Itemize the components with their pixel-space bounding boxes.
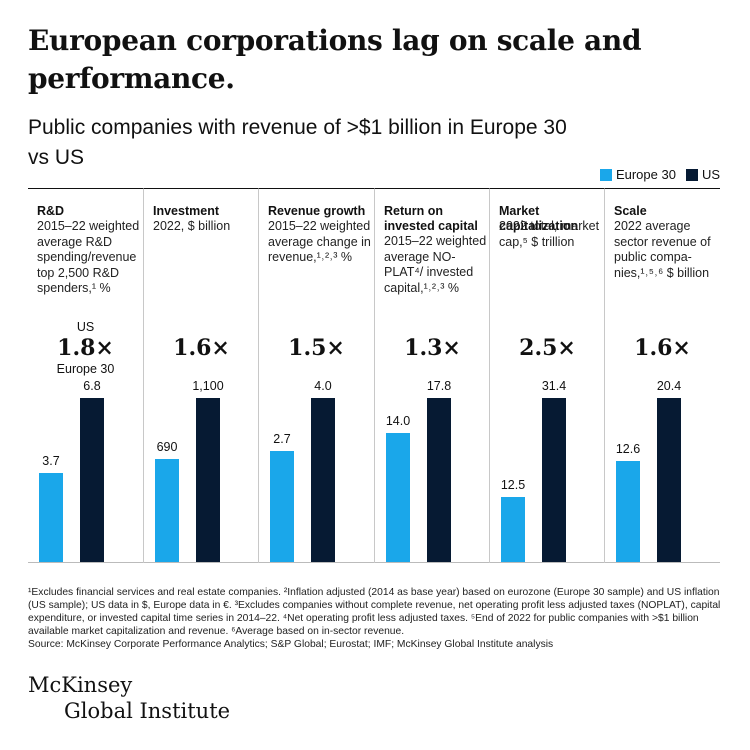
footnotes-text: ¹Excludes financial services and real es… [28, 587, 721, 637]
panel-description: 2015–22 weighted average R&D spending/re… [37, 219, 140, 295]
footnotes: ¹Excludes financial services and real es… [28, 586, 728, 651]
panel-title: Revenue growth [268, 204, 366, 218]
panel-title: Return on invested capital [384, 204, 478, 233]
bar-europe [386, 433, 410, 562]
source-text: Source: McKinsey Corporate Performance A… [28, 639, 554, 650]
baseline [605, 562, 720, 563]
ratio-label: 1.6× [634, 335, 691, 361]
legend-swatch-us [685, 168, 698, 181]
data-label-europe: 12.5 [500, 477, 526, 492]
data-label-europe: 14.0 [385, 414, 411, 428]
ratio-label: 2.5× [519, 335, 576, 361]
legend-label-us: US [701, 167, 720, 182]
headline: European corporations lag on scale and p… [28, 24, 642, 95]
bar-us [657, 398, 681, 562]
ratio-label: 1.8× [57, 335, 114, 361]
bar-us [542, 398, 566, 562]
panel-title: Scale [614, 204, 647, 218]
bar-europe [501, 496, 525, 562]
data-label-us: 4.0 [314, 379, 332, 393]
data-label-europe: 690 [156, 440, 178, 455]
bar-europe [616, 460, 640, 562]
data-label-europe: 2.7 [273, 432, 291, 447]
logo-line-1: McKinsey [28, 673, 133, 697]
bar-us [196, 398, 220, 562]
legend-swatch-europe [599, 168, 612, 181]
bar-us [311, 398, 335, 562]
bar-europe [270, 451, 294, 562]
bar-europe [155, 459, 179, 562]
subtitle: Public companies with revenue of >$1 bil… [28, 116, 567, 169]
ratio-label: 1.5× [288, 335, 345, 361]
panel-0: R&D 2015–22 weighted average R&D spending… [28, 188, 143, 563]
bar-us [80, 398, 104, 562]
panel-1: Investment 2022, $ billion 1.6× 690 1,100 [143, 188, 259, 563]
data-label-us: 31.4 [541, 379, 567, 393]
panel-title: R&D [37, 204, 65, 218]
data-label-europe: 3.7 [42, 453, 60, 468]
baseline [28, 562, 143, 563]
ratio-label: 1.6× [173, 335, 230, 361]
ratio-denominator-label: Europe 30 [56, 362, 115, 376]
panel-description: 2022, $ billion [153, 219, 231, 233]
panel-description: 2022 average sector revenue of public co… [614, 219, 711, 280]
legend-label-europe: Europe 30 [615, 167, 676, 182]
baseline [144, 562, 259, 563]
logo-line-2: Global Institute [64, 699, 231, 723]
data-label-us: 6.8 [83, 379, 101, 393]
panel-4: Market capitalization 2022 total, market … [489, 188, 605, 563]
data-label-europe: 12.6 [615, 441, 641, 456]
baseline [259, 562, 374, 563]
data-label-us: 1,100 [192, 379, 224, 393]
panel-title: Investment [153, 204, 219, 218]
panel-5: Scale 2022 average sector revenue of publ… [604, 188, 720, 563]
panel-description: 2015–22 weighted average NO-PLAT⁴/ inves… [384, 234, 487, 295]
panel-3: Return on invested capital 2015–22 weight… [374, 188, 490, 563]
bar-europe [39, 472, 63, 562]
bar-us [427, 398, 451, 562]
baseline [490, 562, 605, 563]
ratio-label: 1.3× [404, 335, 461, 361]
panel-description: 2022 total, market cap,⁵ $ trillion [499, 219, 600, 249]
baseline [375, 562, 490, 563]
ratio-numerator-label: US [76, 320, 95, 334]
panel-title: Market capitalization [499, 204, 579, 233]
data-label-us: 17.8 [426, 379, 452, 393]
panel-description: 2015–22 weighted average change in reven… [268, 219, 371, 264]
mckinsey-logo: McKinsey Global Institute [28, 672, 230, 724]
data-label-us: 20.4 [656, 379, 682, 393]
legend: Europe 30 US [594, 167, 720, 182]
panel-2: Revenue growth 2015–22 weighted average c… [258, 188, 374, 563]
